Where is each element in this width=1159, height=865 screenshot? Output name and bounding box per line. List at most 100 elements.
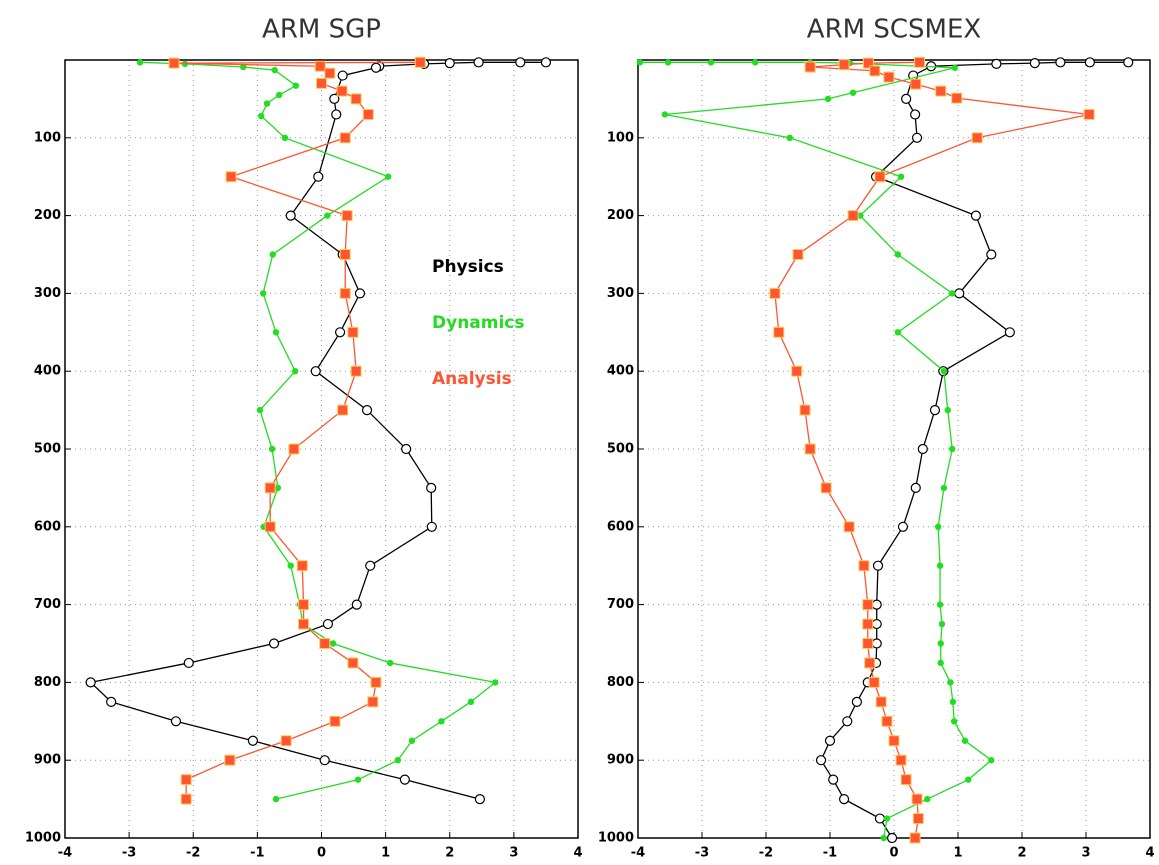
x-tick-label: -4 — [58, 846, 72, 861]
marker — [324, 67, 336, 79]
marker — [515, 57, 526, 68]
chart-title: ARM SCSMEX — [807, 15, 981, 45]
marker — [881, 715, 893, 727]
marker — [862, 57, 874, 69]
marker — [751, 59, 759, 66]
marker — [940, 368, 948, 375]
marker — [815, 755, 827, 766]
marker — [824, 735, 836, 746]
marker — [773, 326, 785, 338]
marker — [347, 326, 359, 338]
y-tick-label: 500 — [34, 442, 61, 457]
marker — [394, 757, 402, 764]
marker — [492, 679, 499, 686]
y-tick-label: 600 — [607, 519, 634, 534]
marker — [901, 93, 912, 105]
y-tick-label: 700 — [34, 597, 61, 612]
marker — [296, 560, 308, 572]
marker — [1083, 108, 1095, 120]
marker — [298, 599, 310, 611]
y-tick-label: 900 — [34, 753, 61, 768]
marker — [329, 640, 337, 647]
marker — [399, 774, 410, 785]
marker — [883, 815, 891, 822]
marker — [769, 287, 781, 299]
marker — [314, 60, 326, 72]
y-tick-label: 1000 — [598, 831, 634, 846]
series-line — [820, 61, 1129, 839]
marker — [264, 482, 276, 494]
x-tick-label: -3 — [122, 846, 136, 861]
marker — [924, 795, 931, 803]
marker — [900, 774, 912, 786]
marker — [354, 776, 362, 783]
marker — [329, 93, 340, 105]
marker — [937, 640, 944, 647]
y-tick-label: 1000 — [25, 831, 61, 846]
marker — [791, 365, 803, 377]
marker — [329, 715, 341, 727]
y-tick-label: 200 — [34, 208, 61, 223]
marker — [929, 405, 941, 416]
marker — [862, 599, 874, 611]
marker — [914, 56, 926, 68]
chart-title: ARM SGP — [262, 15, 381, 45]
x-tick-label: 0 — [889, 846, 898, 861]
marker — [911, 793, 923, 805]
legend-entry: Analysis — [432, 369, 512, 389]
marker — [707, 59, 715, 66]
marker — [292, 82, 300, 89]
x-tick-label: 4 — [573, 846, 582, 861]
marker — [180, 793, 192, 805]
marker — [934, 523, 942, 530]
marker — [331, 109, 342, 120]
marker — [269, 251, 276, 258]
marker — [367, 696, 379, 708]
marker — [474, 793, 485, 805]
marker — [339, 132, 351, 144]
marker — [937, 659, 944, 667]
marker — [280, 735, 292, 747]
marker — [851, 696, 862, 707]
marker — [272, 329, 280, 336]
marker — [384, 173, 392, 180]
marker — [951, 64, 958, 71]
marker — [636, 59, 644, 66]
y-tick-label: 400 — [34, 364, 61, 379]
marker — [858, 560, 870, 572]
marker — [347, 657, 359, 669]
marker — [285, 210, 296, 221]
x-tick-label: 2 — [445, 846, 454, 861]
marker — [268, 638, 280, 649]
x-tick-label: -3 — [695, 846, 709, 861]
marker — [820, 482, 832, 494]
x-tick-label: -2 — [186, 846, 200, 861]
marker — [339, 249, 351, 260]
y-tick-label: 700 — [607, 597, 634, 612]
marker — [936, 562, 944, 569]
marker — [880, 834, 887, 842]
marker — [949, 698, 957, 706]
y-tick-label: 600 — [34, 519, 61, 534]
marker — [365, 560, 376, 571]
marker — [950, 718, 958, 725]
marker — [661, 111, 669, 118]
marker — [256, 406, 264, 414]
x-tick-label: 4 — [1145, 846, 1154, 861]
x-tick-label: 0 — [317, 846, 326, 861]
marker — [170, 716, 182, 727]
marker — [838, 793, 850, 805]
marker — [264, 521, 276, 533]
marker — [1055, 57, 1066, 68]
y-tick-label: 300 — [607, 286, 634, 301]
y-tick-label: 900 — [607, 753, 634, 768]
marker — [247, 735, 258, 746]
marker — [224, 754, 236, 766]
marker — [664, 59, 672, 66]
marker — [872, 560, 884, 571]
marker — [341, 210, 353, 222]
x-tick-label: -4 — [631, 846, 645, 861]
marker — [259, 290, 267, 297]
marker — [838, 59, 850, 71]
marker — [336, 85, 348, 97]
